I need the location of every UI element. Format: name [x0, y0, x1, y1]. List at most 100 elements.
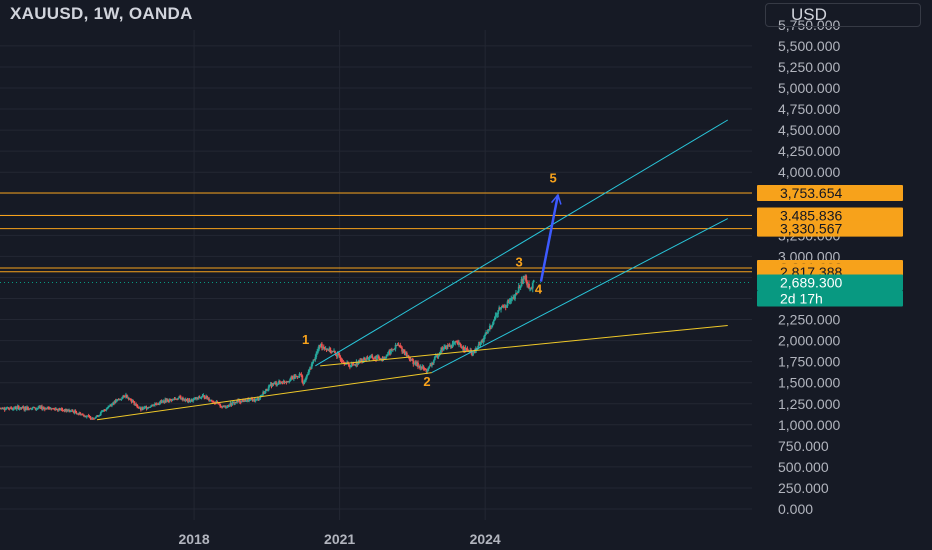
candle-body	[258, 398, 261, 400]
time-axis[interactable]: 2018 2021 2024	[178, 531, 500, 547]
candle-body	[255, 398, 258, 400]
candle-body	[58, 408, 61, 411]
candle-body	[448, 345, 451, 347]
candle-body	[0, 407, 2, 409]
candle-body	[34, 407, 37, 410]
candle-body	[225, 406, 228, 408]
candle-body	[136, 404, 139, 407]
candle-body	[128, 398, 131, 400]
candle-body	[76, 413, 79, 415]
candle-body	[333, 351, 335, 353]
trendline-upper-channel	[315, 119, 728, 367]
candle-body	[166, 400, 168, 403]
candle-body	[256, 398, 259, 400]
candle-body	[162, 400, 165, 402]
candle-body	[96, 415, 98, 417]
candle-body	[400, 347, 403, 349]
candle-body	[169, 399, 172, 401]
candle-body	[471, 352, 473, 356]
candle-body	[226, 405, 229, 407]
candle-body	[125, 394, 128, 398]
candle-body	[64, 408, 67, 412]
candle-body	[253, 399, 256, 401]
candle-body	[277, 383, 279, 385]
candle-body	[248, 399, 251, 402]
candle-body	[528, 283, 530, 288]
candle-body	[361, 359, 363, 363]
candle-body	[524, 275, 527, 277]
candle-body	[392, 349, 395, 351]
candle-body	[194, 398, 196, 400]
candle-body	[296, 376, 299, 378]
candle-body	[227, 405, 230, 407]
candle-body	[31, 407, 34, 409]
candle-body	[446, 345, 449, 347]
candle-body	[252, 399, 255, 402]
candle-body	[14, 407, 16, 409]
candle-body	[92, 418, 95, 420]
candle-body	[30, 408, 33, 410]
candle-body	[197, 396, 200, 399]
wave-label-1: 1	[302, 332, 309, 347]
candle-body	[59, 408, 62, 411]
currency-selector[interactable]: USD	[765, 3, 921, 27]
candle-body	[332, 350, 334, 352]
candle-body	[511, 298, 514, 300]
candle-body	[44, 408, 47, 410]
candle-body	[522, 276, 525, 284]
candle-body	[2, 408, 5, 410]
y-tick-label: 5,250.000	[778, 59, 840, 75]
candle-body	[177, 397, 180, 400]
candle-body	[122, 395, 125, 398]
candle-body	[231, 402, 234, 406]
candle-body	[147, 407, 150, 409]
x-tick-label: 2018	[178, 531, 209, 547]
candle-body	[512, 297, 515, 299]
candle-body	[123, 395, 125, 397]
candle-body	[441, 347, 444, 351]
wave-labels: 1 2 34 5	[302, 170, 557, 389]
candle-body	[103, 409, 106, 411]
candle-body	[484, 334, 487, 336]
candle-body	[154, 403, 157, 405]
candle-body	[442, 349, 445, 351]
candle-body	[326, 349, 329, 351]
candle-body	[111, 403, 113, 406]
candle-body	[456, 341, 459, 343]
candle-body	[210, 400, 213, 402]
candle-body	[356, 361, 359, 365]
candle-body	[383, 358, 386, 360]
candle-body	[175, 398, 178, 400]
candle-body	[292, 375, 295, 379]
candle-body	[288, 381, 291, 383]
candle-body	[425, 369, 428, 372]
candle-body	[272, 383, 275, 385]
candle-body	[104, 410, 107, 412]
chart-grid	[0, 30, 752, 520]
candle-body	[270, 384, 273, 387]
candle-body	[178, 396, 181, 398]
candle-body	[72, 411, 75, 413]
candle-body	[195, 397, 198, 400]
candle-body	[334, 351, 336, 354]
candle-body	[112, 403, 115, 405]
candle-body	[198, 396, 201, 398]
candle-body	[33, 407, 36, 409]
candle-body	[152, 404, 154, 406]
candle-body	[449, 345, 452, 347]
candle-body	[8, 408, 11, 410]
y-tick-label: 4,000.000	[778, 164, 840, 180]
candle-body	[38, 406, 41, 408]
candle-body	[515, 292, 518, 294]
candle-body	[83, 414, 85, 417]
candle-body	[181, 397, 183, 400]
candle-body	[27, 406, 29, 410]
candle-body	[515, 292, 517, 295]
candle-body	[499, 307, 501, 310]
candle-body	[490, 325, 493, 328]
candle-body	[378, 358, 381, 360]
candle-body	[99, 412, 102, 416]
candle-body	[322, 346, 325, 348]
candle-body	[139, 407, 141, 409]
